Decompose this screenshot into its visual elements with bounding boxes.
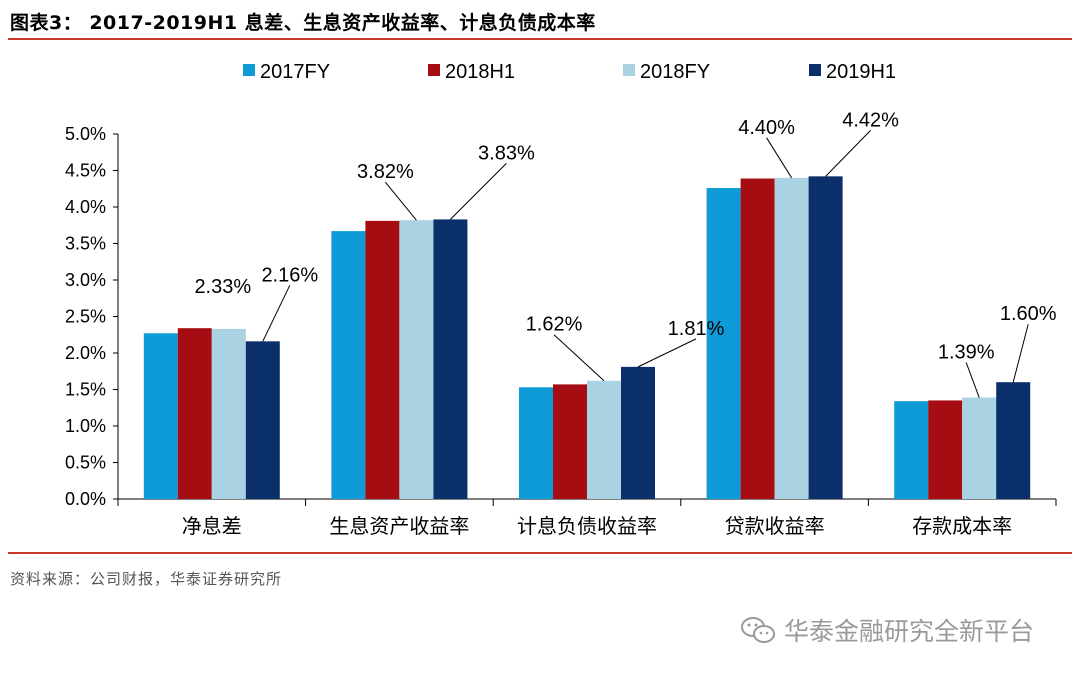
wechat-icon bbox=[741, 617, 775, 643]
bar-2017fy bbox=[894, 401, 929, 499]
legend-swatch-2018h1 bbox=[428, 64, 440, 76]
bottom-divider bbox=[8, 552, 1072, 554]
legend-label-2017fy: 2017FY bbox=[260, 61, 330, 83]
data-label: 1.39% bbox=[938, 342, 995, 364]
data-label: 3.82% bbox=[357, 161, 414, 183]
y-tick-label: 1.5% bbox=[65, 380, 106, 400]
legend-swatch-2017fy bbox=[243, 64, 255, 76]
bar-2017fy bbox=[706, 188, 741, 499]
bar-2018fy bbox=[587, 380, 621, 499]
y-tick-label: 4.0% bbox=[65, 197, 106, 217]
bar-2018fy bbox=[399, 220, 434, 499]
data-labels: 2.33% 2.16% 3.82% 3.83% 1.62% 1.81% 4.40% 4.42%… bbox=[194, 109, 1057, 398]
leader-line bbox=[450, 163, 507, 220]
bar-2018h1 bbox=[553, 384, 587, 499]
y-tick-label: 4.5% bbox=[65, 161, 106, 181]
data-label: 1.60% bbox=[1000, 303, 1057, 325]
y-tick-label: 3.5% bbox=[65, 234, 106, 254]
bar-2019h1 bbox=[433, 219, 468, 499]
y-tick-label: 0.0% bbox=[65, 489, 106, 509]
bar-2018h1 bbox=[928, 400, 963, 499]
bar-2019h1 bbox=[996, 382, 1031, 499]
top-divider bbox=[8, 38, 1072, 40]
bar-2017fy bbox=[143, 333, 178, 499]
chart-title: 图表3： 2017-2019H1 息差、生息资产收益率、计息负债成本率 bbox=[10, 12, 596, 34]
leader-line bbox=[262, 285, 291, 342]
watermark-text: 华泰金融研究全新平台 bbox=[784, 617, 1035, 646]
legend: 2017FY 2018H1 2018FY 2019H1 bbox=[243, 61, 896, 83]
leader-line bbox=[766, 137, 793, 179]
leader-line bbox=[385, 181, 417, 221]
legend-label-2018fy: 2018FY bbox=[640, 61, 710, 83]
bar-chart: 2017FY 2018H1 2018FY 2019H1 0.0% 0.5% 1.0% 1.5… bbox=[65, 61, 1057, 538]
bar-2017fy bbox=[331, 231, 366, 499]
leader-line bbox=[965, 362, 980, 398]
legend-label-2018h1: 2018H1 bbox=[445, 61, 515, 83]
x-category-label: 存款成本率 bbox=[912, 514, 1012, 538]
data-label: 1.81% bbox=[668, 318, 725, 340]
y-tick-label: 2.0% bbox=[65, 343, 106, 363]
leader-line bbox=[825, 129, 871, 177]
bars bbox=[143, 176, 1031, 500]
bar-2019h1 bbox=[621, 366, 655, 499]
y-tick-label: 5.0% bbox=[65, 124, 106, 144]
source-note: 资料来源：公司财报，华泰证券研究所 bbox=[10, 570, 283, 588]
bar-2018h1 bbox=[740, 178, 775, 499]
data-label: 4.42% bbox=[842, 109, 899, 131]
bar-2017fy bbox=[519, 387, 553, 499]
legend-label-2019h1: 2019H1 bbox=[826, 61, 896, 83]
x-category-label: 贷款收益率 bbox=[725, 514, 825, 538]
leader-line bbox=[637, 338, 697, 368]
y-tick-label: 0.5% bbox=[65, 453, 106, 473]
watermark: 华泰金融研究全新平台 bbox=[740, 610, 1034, 650]
data-label: 3.83% bbox=[478, 142, 535, 164]
data-label: 1.62% bbox=[526, 314, 583, 336]
bar-2019h1 bbox=[245, 341, 280, 499]
y-tick-label: 2.5% bbox=[65, 307, 106, 327]
bar-2018fy bbox=[211, 328, 246, 499]
x-category-label: 净息差 bbox=[182, 514, 242, 538]
y-tick-label: 1.0% bbox=[65, 416, 106, 436]
bar-2019h1 bbox=[808, 176, 843, 499]
leader-line bbox=[1012, 324, 1029, 383]
data-label: 2.16% bbox=[261, 264, 318, 286]
data-label: 4.40% bbox=[738, 117, 795, 139]
bar-2018h1 bbox=[365, 220, 400, 499]
legend-swatch-2018fy bbox=[623, 64, 635, 76]
y-tick-label: 3.0% bbox=[65, 270, 106, 290]
bar-2018fy bbox=[962, 397, 997, 499]
data-label: 2.33% bbox=[194, 276, 251, 298]
x-category-label: 生息资产收益率 bbox=[329, 514, 469, 538]
leader-line bbox=[553, 334, 605, 382]
bar-2018h1 bbox=[177, 328, 212, 499]
bar-2018fy bbox=[774, 177, 809, 500]
axes: 0.0% 0.5% 1.0% 1.5% 2.0% 2.5% 3.0% 3.5% 4.0% 4.5%… bbox=[65, 124, 1057, 538]
legend-swatch-2019h1 bbox=[809, 64, 821, 76]
x-category-label: 计息负债收益率 bbox=[517, 514, 657, 538]
